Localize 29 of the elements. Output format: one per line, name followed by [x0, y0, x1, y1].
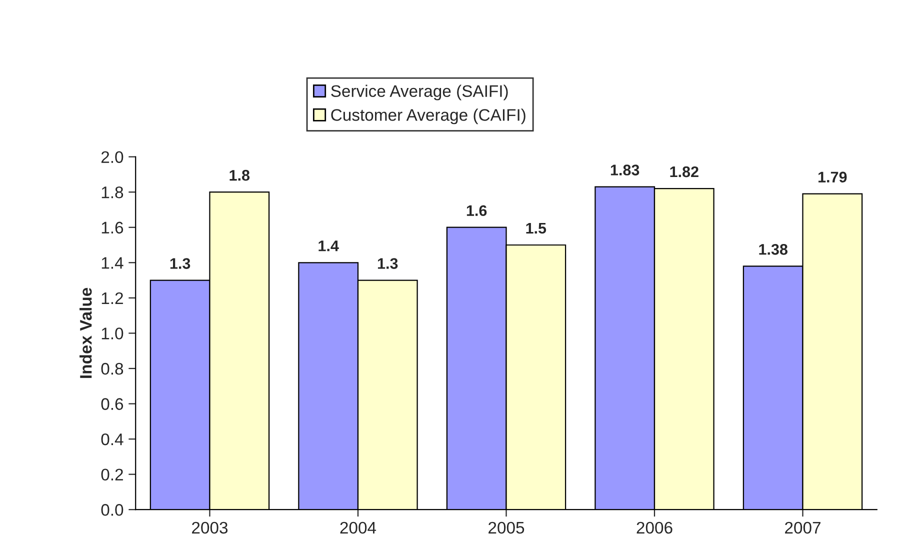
data-label: 1.8 [230, 170, 250, 181]
data-label: 1.83 [610, 164, 640, 176]
data-label: 1.79 [818, 172, 847, 182]
data-label: 1.4 [318, 240, 339, 252]
data-label: 1.6 [466, 205, 487, 216]
y-tick-label: 0.4 [101, 433, 124, 446]
y-tick-label: 0.0 [101, 504, 124, 516]
y-tick-label: 0.6 [101, 398, 124, 410]
x-tick-label: 2003 [192, 522, 228, 534]
y-tick-label: 0.2 [101, 468, 123, 481]
y-tick-label: 1.4 [102, 257, 124, 269]
y-tick-label: 1.0 [102, 328, 124, 340]
data-label: 1.3 [378, 258, 398, 269]
data-label: 1.82 [670, 166, 698, 178]
y-tick-label: 1.8 [102, 186, 124, 198]
legend-label: Customer Average (CAIFI) [331, 108, 526, 124]
y-tick-label: 1.2 [102, 292, 123, 304]
data-label: 1.3 [170, 258, 190, 269]
x-tick-label: 2005 [488, 522, 524, 534]
y-tick-label: 2.0 [101, 151, 124, 164]
y-tick-label: 0.8 [101, 362, 124, 375]
y-axis-title: Index Value [80, 288, 92, 378]
data-label: 1.5 [526, 222, 546, 234]
y-tick-label: 1.6 [102, 222, 124, 234]
data-label: 1.38 [759, 244, 788, 255]
x-tick-label: 2007 [785, 522, 820, 534]
x-tick-label: 2004 [340, 522, 376, 534]
legend-label: Service Average (SAIFI) [331, 84, 508, 100]
x-tick-label: 2006 [636, 522, 672, 534]
